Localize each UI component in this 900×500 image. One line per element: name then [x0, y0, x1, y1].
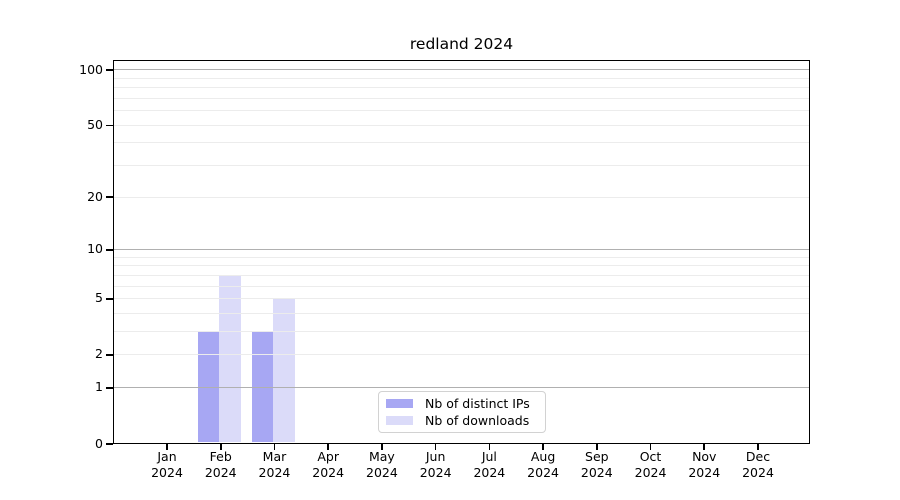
y-tick-label: 10: [87, 241, 103, 257]
x-tick-month: May: [368, 449, 395, 464]
legend-label-downloads: Nb of downloads: [425, 412, 530, 428]
x-tick-month: Dec: [745, 449, 771, 464]
x-tick-month: Aug: [530, 449, 556, 464]
legend: Nb of distinct IPs Nb of downloads: [378, 391, 546, 433]
x-tick-month: Mar: [262, 449, 287, 464]
bar-distinct-ips-feb: [197, 330, 219, 442]
x-tick: [327, 444, 330, 450]
x-tick-label: Aug 2024: [499, 449, 587, 480]
minor-gridline: [114, 256, 809, 258]
minor-gridline: [114, 110, 809, 112]
minor-gridline: [114, 330, 809, 332]
x-tick-month: Sep: [585, 449, 609, 464]
x-tick-year: 2024: [258, 464, 291, 480]
x-tick-year: 2024: [419, 464, 452, 480]
legend-swatch-distinct-ips: [386, 399, 413, 408]
y-tick: [106, 248, 113, 251]
minor-gridline: [114, 354, 809, 356]
x-tick: [166, 444, 168, 450]
x-tick-year: 2024: [473, 464, 506, 480]
x-tick-label: Feb 2024: [177, 449, 265, 480]
x-tick-year: 2024: [527, 464, 559, 480]
x-tick-label: Oct 2024: [607, 449, 695, 480]
minor-gridline: [114, 265, 809, 267]
y-tick-label: 100: [79, 61, 103, 77]
bar-downloads-mar: [272, 298, 295, 442]
x-tick: [273, 444, 276, 450]
x-tick: [542, 444, 544, 450]
minor-gridline: [114, 97, 809, 99]
x-tick: [434, 444, 437, 450]
minor-gridline: [114, 312, 809, 314]
x-tick: [488, 444, 491, 450]
x-tick: [649, 444, 652, 450]
legend-swatch-downloads: [386, 416, 413, 425]
x-tick-label: Apr 2024: [284, 449, 372, 480]
minor-gridline: [114, 87, 809, 89]
minor-gridline: [114, 274, 809, 276]
x-tick-month: Jul: [481, 449, 497, 464]
y-tick-label: 50: [87, 116, 103, 132]
plot-inner: [114, 61, 809, 443]
y-tick: [106, 196, 113, 199]
x-tick-month: Jun: [425, 449, 446, 464]
plot-area: [113, 60, 810, 444]
x-tick-label: Nov 2024: [660, 449, 748, 480]
x-tick-year: 2024: [688, 464, 721, 480]
y-tick-label: 1: [95, 379, 103, 395]
bar-downloads-feb: [219, 274, 241, 442]
y-tick: [106, 354, 113, 356]
x-tick-year: 2024: [312, 464, 345, 480]
minor-gridline: [114, 77, 809, 79]
x-tick: [381, 444, 383, 450]
y-tick: [106, 69, 113, 71]
minor-gridline: [114, 298, 809, 300]
minor-gridline: [114, 165, 809, 167]
minor-gridline: [114, 196, 809, 198]
major-gridline: [114, 387, 809, 389]
minor-gridline: [114, 285, 809, 287]
y-tick-label: 0: [95, 435, 103, 451]
x-tick-label: Dec 2024: [714, 449, 802, 480]
x-tick-year: 2024: [580, 464, 613, 480]
x-tick-year: 2024: [742, 464, 774, 480]
x-tick-label: May 2024: [338, 449, 426, 480]
x-tick-year: 2024: [204, 464, 237, 480]
minor-gridline: [114, 142, 809, 144]
y-tick: [106, 386, 113, 389]
x-tick-month: Jan: [157, 449, 177, 464]
x-tick-month: Feb: [209, 449, 232, 464]
x-tick-month: Oct: [639, 449, 662, 464]
x-tick: [757, 444, 759, 450]
major-gridline: [114, 69, 809, 71]
x-tick-year: 2024: [151, 464, 183, 480]
x-tick-year: 2024: [366, 464, 398, 480]
legend-item-downloads: Nb of downloads: [386, 412, 537, 429]
x-tick-year: 2024: [634, 464, 667, 480]
legend-label-distinct-ips: Nb of distinct IPs: [425, 395, 530, 411]
x-tick-month: Nov: [692, 449, 717, 464]
x-tick: [703, 444, 706, 450]
x-tick: [219, 444, 222, 450]
x-tick-label: Jun 2024: [392, 449, 480, 480]
chart-title: redland 2024: [409, 35, 514, 53]
y-tick: [106, 124, 113, 127]
major-gridline: [114, 248, 809, 250]
y-tick: [106, 443, 113, 445]
minor-gridline: [114, 124, 809, 126]
x-tick: [595, 444, 598, 450]
y-tick: [106, 297, 113, 300]
x-tick-label: Mar 2024: [230, 449, 318, 480]
legend-item-distinct-ips: Nb of distinct IPs: [386, 395, 537, 412]
x-tick-label: Jul 2024: [445, 449, 533, 480]
x-tick-label: Jan 2024: [123, 449, 211, 480]
y-tick-label: 2: [95, 346, 103, 362]
bar-distinct-ips-mar: [251, 330, 273, 442]
x-tick-month: Apr: [317, 449, 339, 464]
x-tick-label: Sep 2024: [553, 449, 641, 480]
y-tick-label: 5: [95, 290, 103, 306]
y-tick-label: 20: [87, 188, 103, 204]
